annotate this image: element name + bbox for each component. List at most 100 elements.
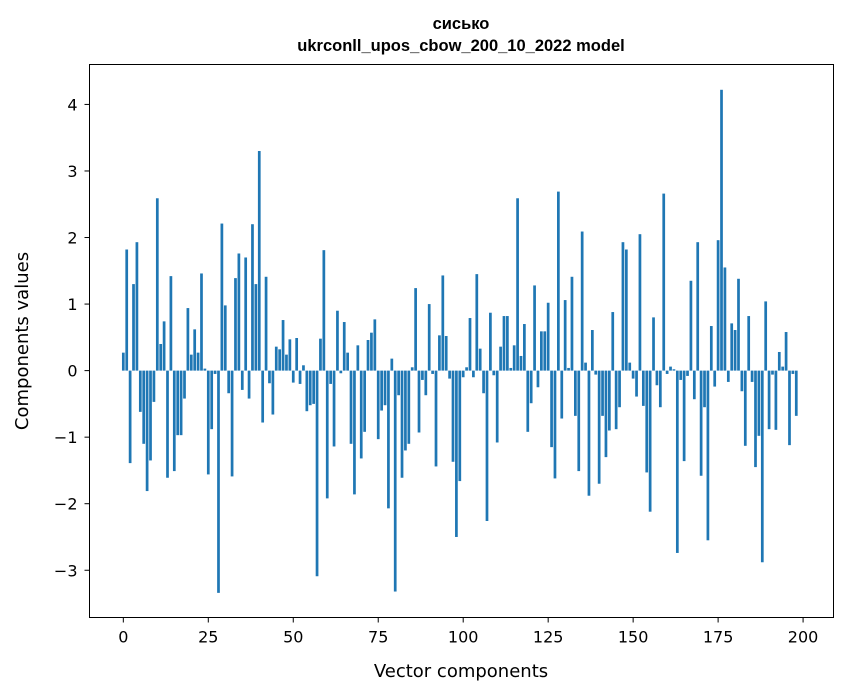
bar bbox=[550, 370, 553, 448]
bar bbox=[142, 370, 146, 444]
bar bbox=[696, 242, 700, 371]
bar bbox=[757, 370, 761, 436]
y-axis-ticks: −3 −2 −1 0 1 2 3 4 bbox=[54, 95, 90, 580]
bar bbox=[427, 304, 431, 371]
bar bbox=[794, 370, 798, 416]
bar bbox=[257, 151, 261, 371]
bar bbox=[628, 362, 632, 371]
bar bbox=[342, 322, 346, 371]
x-axis-label: Vector components bbox=[374, 661, 548, 682]
x-tick-label: 150 bbox=[618, 628, 649, 647]
y-tick-label: −3 bbox=[54, 561, 78, 580]
x-tick-label: 175 bbox=[703, 628, 734, 647]
bar bbox=[641, 370, 645, 406]
bar bbox=[359, 370, 363, 459]
bar bbox=[495, 370, 499, 443]
bar bbox=[414, 288, 417, 371]
bar bbox=[176, 370, 180, 436]
bar bbox=[220, 223, 224, 371]
bar bbox=[737, 278, 740, 371]
y-tick-label: −2 bbox=[54, 495, 78, 514]
bar bbox=[274, 346, 278, 371]
bar bbox=[128, 370, 132, 464]
bar bbox=[472, 370, 475, 378]
bar bbox=[706, 370, 710, 541]
bar bbox=[417, 370, 421, 433]
bar bbox=[740, 370, 744, 392]
bar bbox=[458, 370, 462, 482]
x-tick-label: 25 bbox=[198, 628, 218, 647]
bar bbox=[291, 370, 295, 383]
bar bbox=[523, 324, 526, 371]
x-tick-label: 100 bbox=[448, 628, 479, 647]
bar bbox=[295, 338, 299, 371]
bar bbox=[597, 370, 601, 484]
bar bbox=[404, 370, 407, 451]
bar bbox=[648, 370, 652, 512]
bar bbox=[720, 89, 723, 371]
bar bbox=[767, 370, 771, 430]
bar bbox=[349, 370, 353, 444]
bar bbox=[121, 352, 125, 371]
bar bbox=[713, 370, 717, 387]
bar bbox=[709, 326, 713, 371]
bar bbox=[213, 370, 217, 374]
bar bbox=[203, 368, 207, 371]
bar bbox=[723, 267, 727, 371]
bar bbox=[621, 242, 625, 371]
bar bbox=[662, 193, 666, 371]
bar bbox=[325, 370, 329, 499]
bar bbox=[155, 198, 159, 371]
bar bbox=[247, 370, 251, 399]
bar bbox=[356, 345, 360, 371]
bar bbox=[383, 370, 387, 406]
bar bbox=[373, 319, 377, 371]
bar bbox=[210, 370, 214, 430]
bar bbox=[254, 284, 258, 371]
bar bbox=[485, 370, 489, 521]
bar bbox=[305, 370, 309, 412]
bar bbox=[604, 370, 608, 458]
bar bbox=[546, 302, 550, 371]
x-tick-label: 125 bbox=[533, 628, 564, 647]
bar bbox=[672, 369, 676, 371]
bar bbox=[533, 285, 536, 371]
bar bbox=[308, 370, 312, 406]
bar bbox=[448, 370, 451, 379]
bar bbox=[223, 305, 227, 371]
bar bbox=[553, 370, 557, 479]
bar bbox=[590, 330, 594, 371]
bar bbox=[434, 370, 438, 467]
bar bbox=[584, 362, 587, 371]
bar bbox=[529, 370, 533, 404]
bar bbox=[519, 355, 523, 371]
bar bbox=[302, 365, 305, 371]
bar bbox=[251, 224, 254, 371]
bar bbox=[784, 332, 788, 371]
bar bbox=[332, 370, 336, 447]
bar bbox=[346, 352, 349, 371]
bar-series bbox=[121, 89, 798, 593]
bar bbox=[577, 370, 581, 472]
y-tick-label: 2 bbox=[67, 229, 77, 248]
bar bbox=[230, 370, 234, 477]
bar bbox=[635, 370, 638, 397]
bar bbox=[692, 370, 696, 400]
bar bbox=[387, 370, 390, 509]
bar bbox=[315, 370, 319, 577]
bar bbox=[540, 331, 543, 371]
bar bbox=[516, 198, 519, 371]
bar bbox=[645, 370, 649, 473]
bar bbox=[431, 370, 434, 374]
bar bbox=[652, 317, 655, 371]
bar bbox=[138, 370, 142, 412]
bar bbox=[152, 370, 156, 402]
bar bbox=[502, 316, 506, 371]
bar bbox=[543, 331, 547, 371]
bar bbox=[730, 323, 734, 371]
bar bbox=[655, 370, 659, 386]
bar bbox=[465, 367, 468, 371]
bar bbox=[451, 370, 455, 462]
bar bbox=[754, 370, 757, 468]
